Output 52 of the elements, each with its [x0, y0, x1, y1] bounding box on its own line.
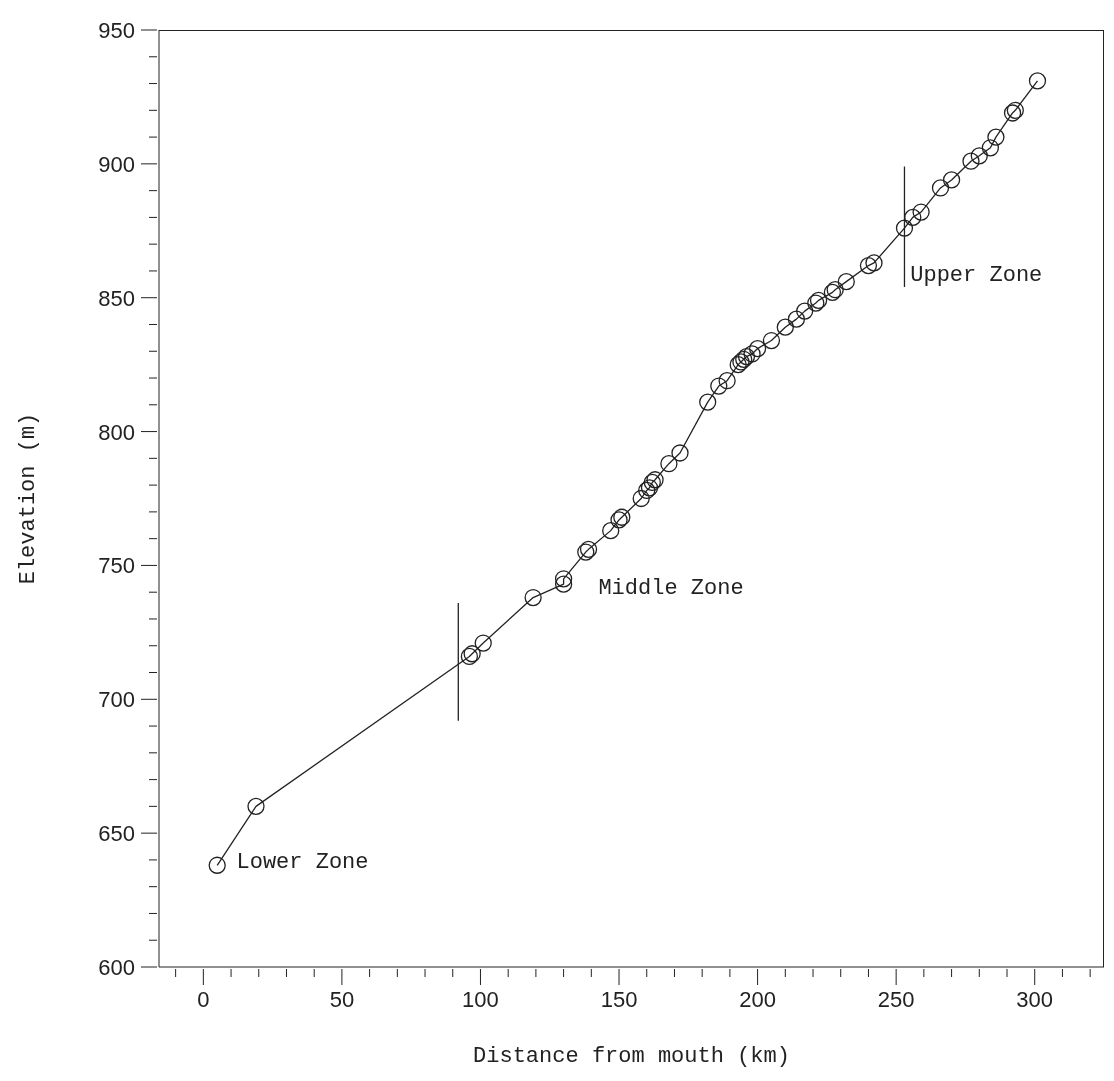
- x-tick-label: 0: [197, 987, 210, 1012]
- point: [247, 797, 265, 816]
- point: [762, 331, 781, 350]
- x-axis-title: Distance from mouth (km): [473, 1044, 790, 1069]
- x-tick-label: 250: [877, 987, 915, 1012]
- annotation: Upper Zone: [910, 263, 1043, 290]
- point: [671, 444, 689, 462]
- y-tick-label: 750: [98, 553, 135, 579]
- point: [554, 570, 573, 588]
- point: [859, 256, 878, 275]
- y-tick-label: 850: [98, 285, 135, 311]
- point: [912, 203, 930, 221]
- point: [987, 128, 1005, 146]
- point: [554, 575, 573, 593]
- point: [474, 634, 492, 652]
- point: [931, 179, 950, 197]
- point: [787, 310, 806, 328]
- point: [904, 208, 922, 227]
- y-tick-label: 600: [98, 955, 135, 980]
- y-tick-label: 650: [98, 821, 135, 847]
- x-tick-label: 100: [462, 987, 499, 1012]
- point: [796, 302, 814, 320]
- point: [710, 377, 728, 395]
- point: [699, 393, 717, 411]
- point: [981, 139, 1000, 157]
- annotation: Lower Zone: [236, 849, 369, 876]
- point: [776, 318, 794, 336]
- y-tick-label: 950: [98, 18, 135, 43]
- y-tick-label: 900: [98, 151, 135, 177]
- y-axis-title: Elevation (m): [15, 412, 41, 585]
- point: [942, 171, 961, 189]
- point: [837, 273, 855, 291]
- point: [524, 588, 542, 607]
- annotation: Middle Zone: [598, 576, 744, 603]
- point: [1028, 72, 1047, 90]
- x-tick-label: 50: [329, 987, 355, 1012]
- point: [865, 254, 883, 272]
- point: [632, 489, 650, 508]
- point: [895, 219, 914, 237]
- x-tick-label: 300: [1016, 987, 1054, 1012]
- point: [748, 339, 767, 358]
- point: [962, 152, 980, 170]
- x-tick-label: 200: [739, 987, 776, 1012]
- point: [718, 372, 736, 390]
- y-tick-label: 800: [98, 419, 135, 445]
- point: [743, 345, 761, 363]
- point: [660, 455, 678, 473]
- point: [208, 856, 226, 874]
- point: [970, 147, 988, 165]
- y-tick-label: 700: [98, 687, 135, 713]
- point: [602, 521, 620, 540]
- x-tick-label: 150: [600, 987, 638, 1012]
